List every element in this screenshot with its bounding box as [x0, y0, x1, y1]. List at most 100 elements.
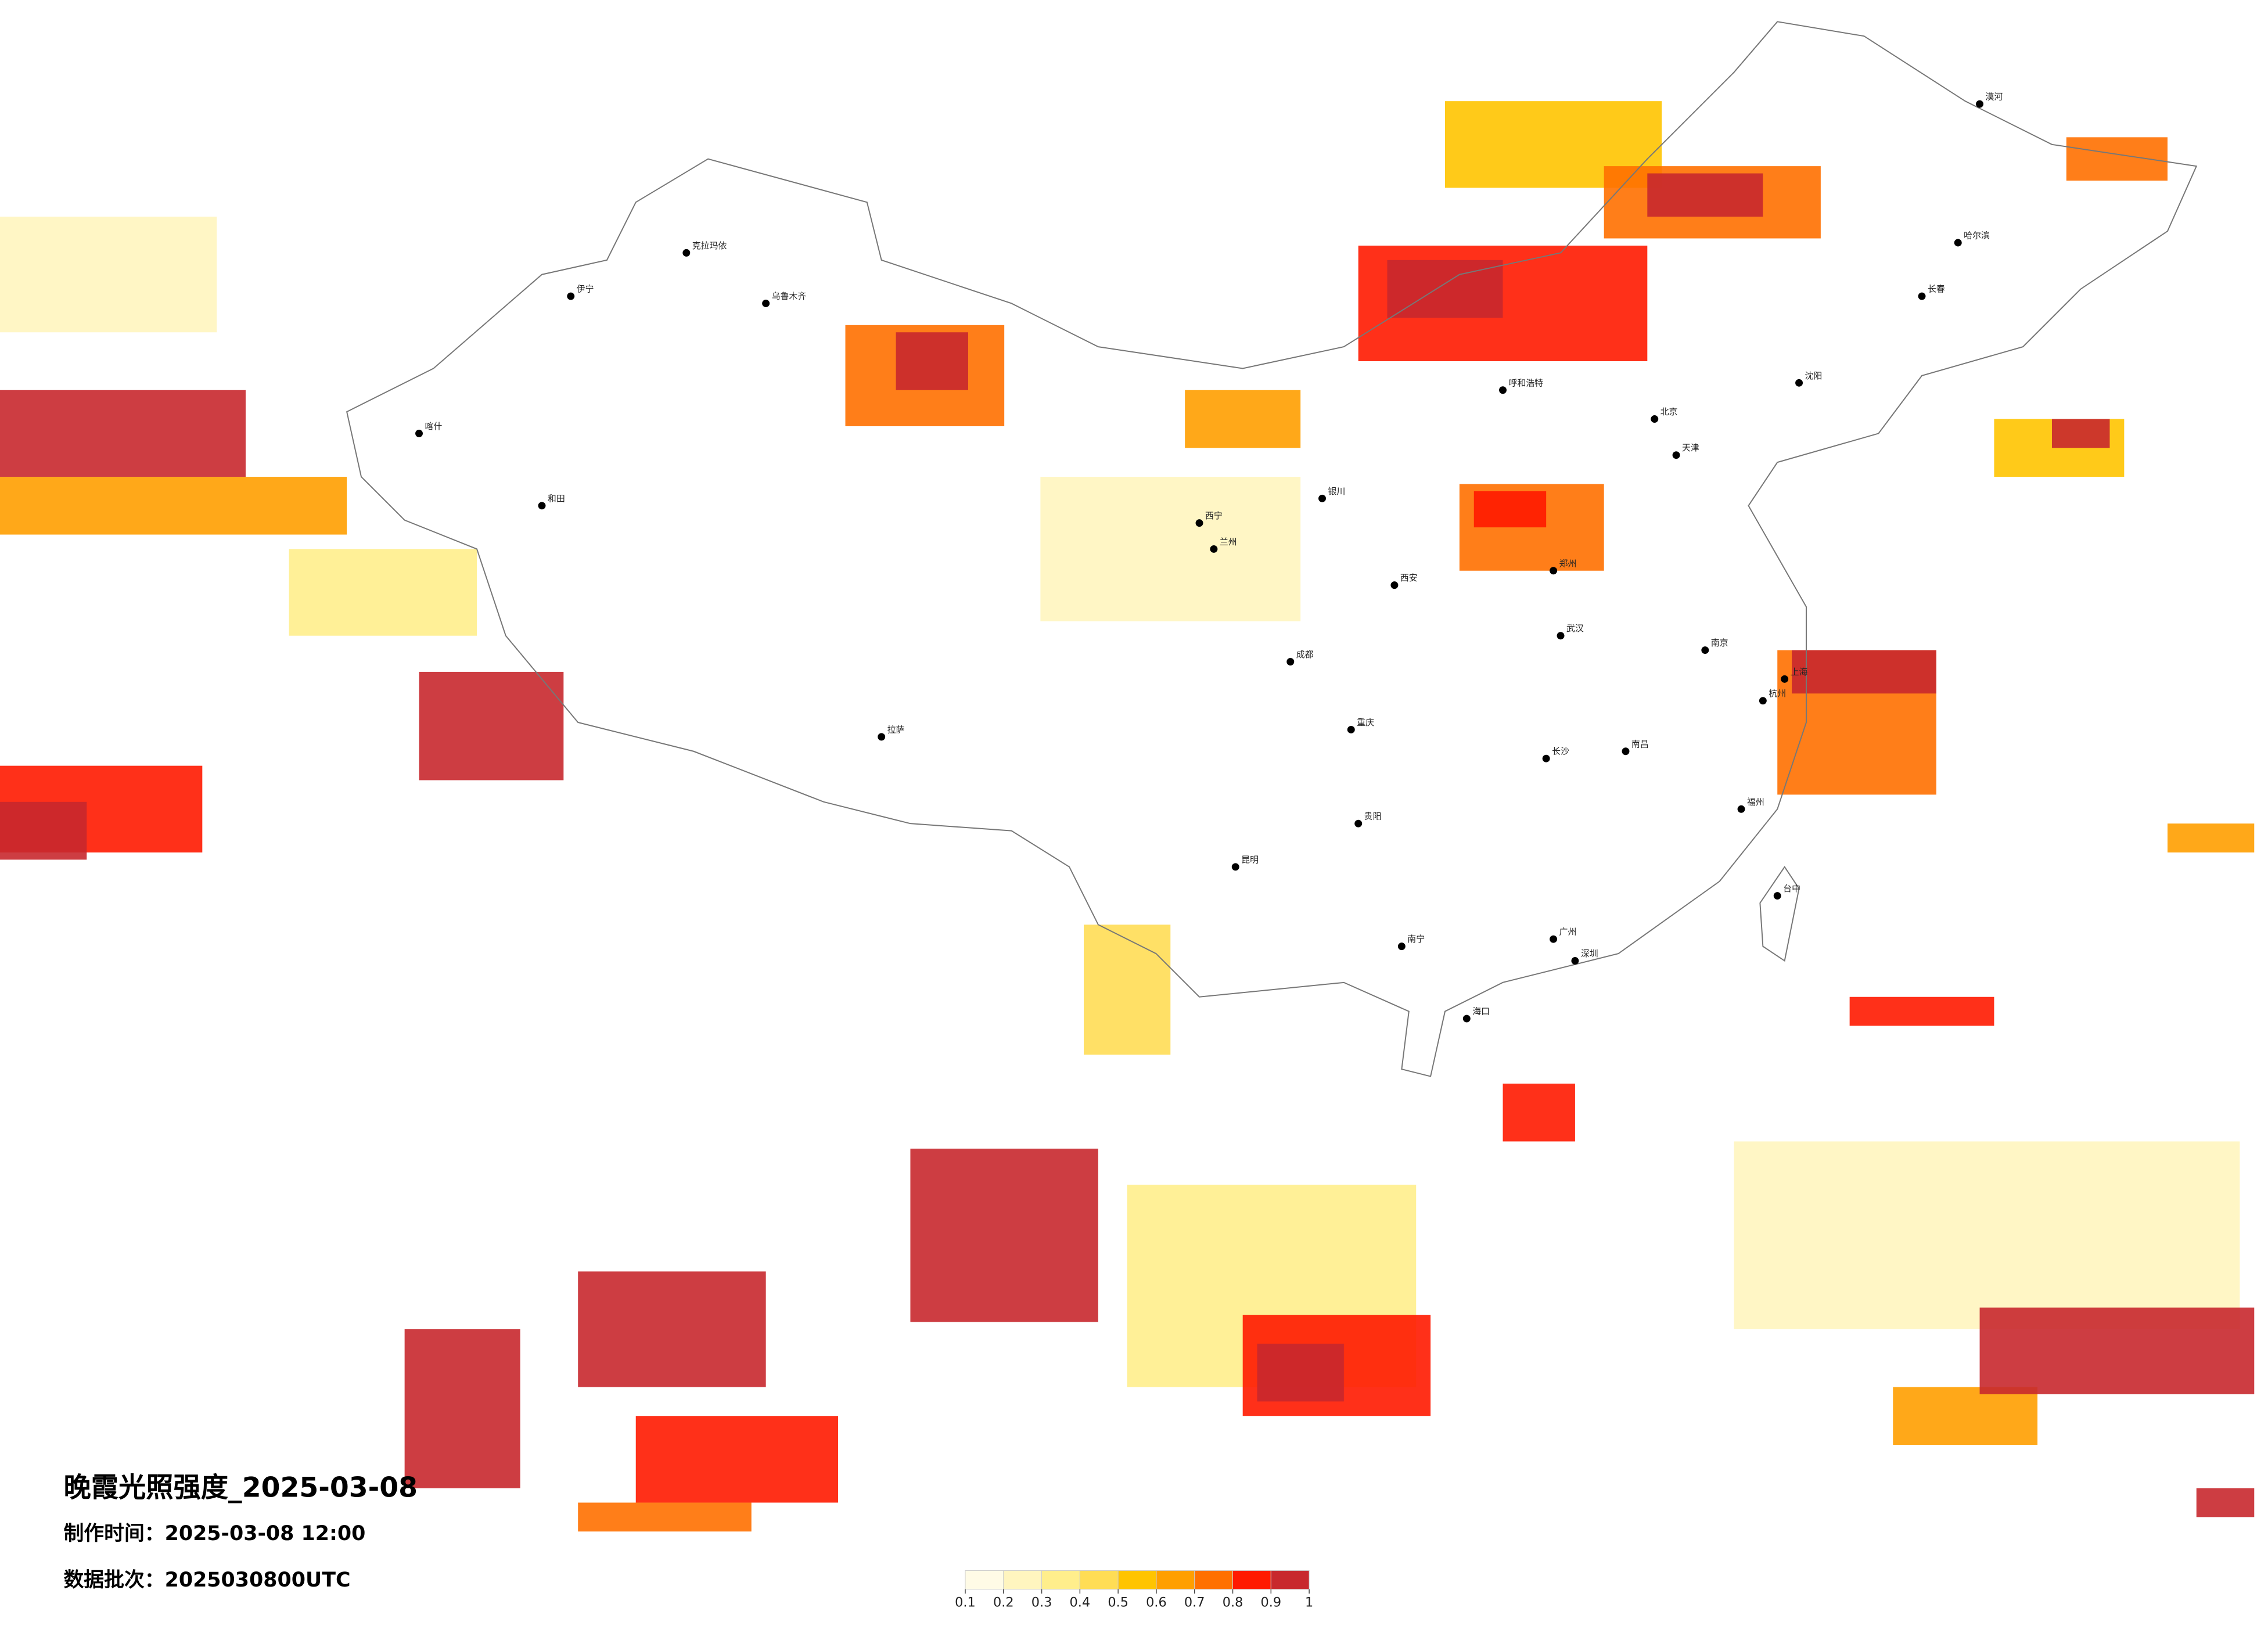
intensity-patch [1849, 997, 1994, 1026]
colorbar-swatch [1041, 1570, 1080, 1590]
intensity-patch [1734, 1141, 2240, 1329]
intensity-patch [578, 1271, 766, 1387]
city-dot [1354, 819, 1363, 828]
intensity-patch [0, 217, 217, 333]
intensity-patch [2066, 137, 2168, 181]
colorbar-swatch [1117, 1570, 1157, 1590]
data-batch: 数据批次：2025030800UTC [63, 1569, 350, 1592]
city-dot [1195, 519, 1203, 527]
city-dot [1737, 805, 1745, 813]
city-dot [682, 249, 691, 257]
intensity-patch [0, 801, 87, 860]
colorbar-tick-label: 0.7 [1184, 1595, 1205, 1610]
intensity-patch [1792, 650, 1936, 694]
city-label: 西宁 [1205, 510, 1223, 521]
intensity-patch [635, 1416, 839, 1503]
made-time: 制作时间：2025-03-08 12:00 [63, 1522, 365, 1545]
city-label: 广州 [1559, 927, 1577, 937]
city-dot [1651, 415, 1659, 423]
city-label: 和田 [548, 493, 565, 503]
colorbar-swatch [965, 1570, 1004, 1590]
city-label: 上海 [1791, 667, 1808, 677]
city-dot [1795, 379, 1803, 387]
city-dot [1701, 646, 1709, 654]
city-label: 杭州 [1769, 688, 1786, 699]
colorbar-swatch [1232, 1570, 1271, 1590]
city-label: 银川 [1328, 486, 1345, 497]
city-label: 福州 [1747, 797, 1764, 807]
city-label: 成都 [1296, 649, 1314, 660]
intensity-patch [1083, 924, 1171, 1055]
colorbar-tick-label: 0.9 [1261, 1595, 1282, 1610]
intensity-patch [910, 1148, 1098, 1322]
city-dot [1397, 942, 1406, 951]
colorbar-tick-label: 0.1 [955, 1595, 976, 1610]
city-dot [1672, 451, 1680, 459]
intensity-patch [1257, 1343, 1344, 1402]
intensity-patch [2167, 823, 2255, 852]
colorbar-swatch [1270, 1570, 1310, 1590]
intensity-patch [1503, 1083, 1575, 1142]
city-dot [1773, 892, 1781, 900]
intensity-patch [578, 1502, 752, 1532]
colorbar-tick-label: 0.3 [1031, 1595, 1052, 1610]
city-dot [415, 429, 423, 437]
colorbar-swatch [1079, 1570, 1119, 1590]
city-label: 贵阳 [1364, 811, 1382, 822]
intensity-patch [1473, 491, 1547, 528]
city-dot [538, 502, 546, 510]
city-dot [1462, 1015, 1471, 1023]
city-dot [1550, 567, 1558, 575]
intensity-patch [2051, 419, 2110, 448]
city-dot [1231, 863, 1239, 871]
city-dot [1557, 632, 1565, 640]
colorbar-tick-label: 0.5 [1108, 1595, 1128, 1610]
city-dot [567, 292, 575, 300]
city-label: 北京 [1660, 406, 1678, 417]
city-label: 海口 [1472, 1006, 1490, 1017]
city-dot [1954, 239, 1962, 247]
city-label: 漠河 [1986, 92, 2003, 102]
city-dot [1318, 494, 1326, 502]
city-dot [1781, 675, 1789, 683]
city-label: 长春 [1928, 284, 1945, 294]
intensity-patch [0, 390, 246, 477]
city-label: 沈阳 [1805, 370, 1823, 381]
intensity-patch [1647, 173, 1763, 217]
city-label: 哈尔滨 [1964, 231, 1990, 241]
city-label: 拉萨 [887, 724, 905, 735]
city-label: 兰州 [1220, 537, 1237, 547]
colorbar: 0.1 0.2 0.3 0.4 0.5 0.6 0.7 0.8 0.9 1 [955, 1570, 1313, 1610]
map-title: 晚霞光照强度_2025-03-08 [63, 1472, 418, 1504]
city-label: 呼和浩特 [1508, 377, 1543, 388]
city-label: 乌鲁木齐 [772, 291, 807, 301]
city-label: 天津 [1682, 443, 1699, 453]
intensity-patch [896, 332, 968, 390]
city-dot [762, 300, 770, 307]
city-label: 郑州 [1559, 558, 1577, 569]
city-dot [1499, 386, 1507, 394]
city-label: 南宁 [1407, 934, 1425, 944]
country-outline [346, 21, 2198, 1077]
city-dot [1542, 754, 1550, 762]
intensity-patch [1040, 477, 1301, 621]
city-dot [1759, 697, 1767, 705]
city-dot [1286, 658, 1295, 665]
heat-layer [0, 101, 2255, 1532]
colorbar-tick-label: 0.2 [993, 1595, 1014, 1610]
taiwan-outline [1759, 866, 1800, 962]
intensity-patch [419, 671, 564, 780]
city-dot [1347, 725, 1355, 733]
city-dot [1571, 957, 1579, 965]
colorbar-tick-label: 0.8 [1223, 1595, 1243, 1610]
city-label: 克拉玛依 [692, 240, 727, 251]
intensity-patch [0, 477, 347, 535]
city-dot [1976, 100, 1984, 108]
colorbar-tick-label: 1 [1305, 1595, 1313, 1610]
colorbar-swatch [1156, 1570, 1195, 1590]
city-label: 重庆 [1357, 717, 1374, 728]
